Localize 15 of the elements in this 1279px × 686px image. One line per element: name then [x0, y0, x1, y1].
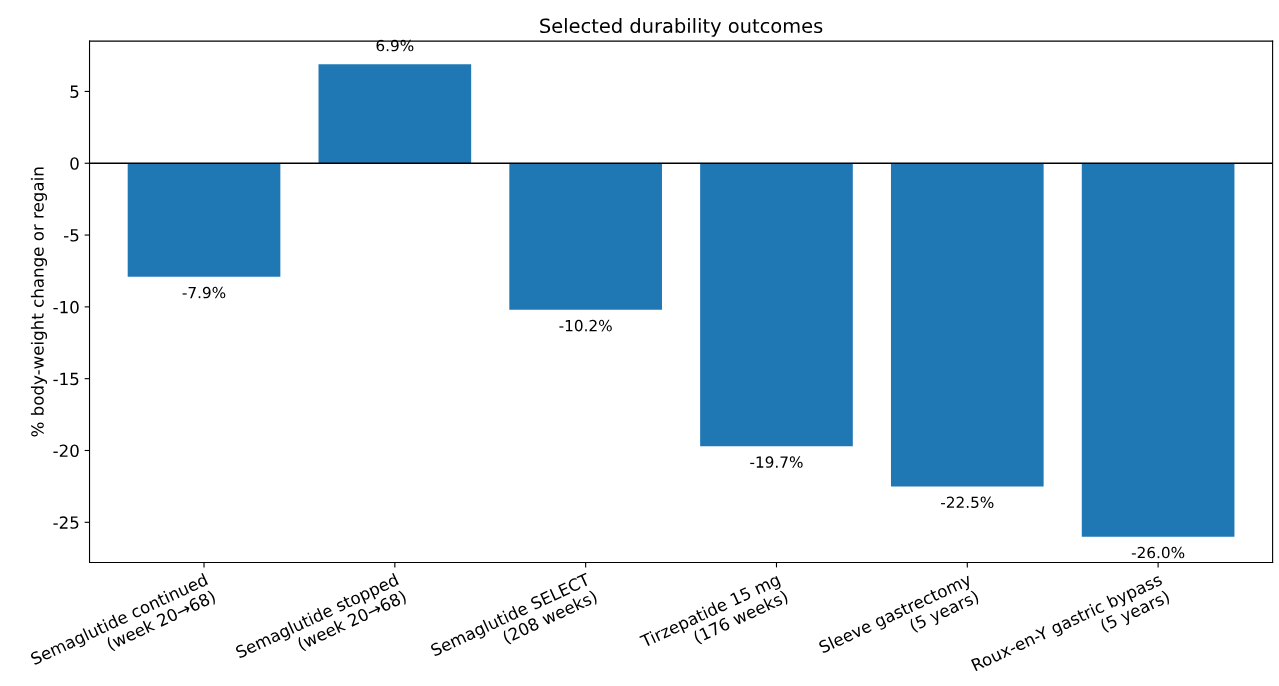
data-label: -10.2% [559, 319, 612, 332]
y-tick-label: -5 [64, 229, 79, 242]
data-label: -26.0% [1131, 546, 1185, 559]
y-tick-label: -25 [53, 516, 79, 529]
y-axis-title: % body-weight change or regain [30, 167, 48, 437]
data-label: -22.5% [941, 496, 994, 509]
y-tick-label: 5 [70, 85, 79, 98]
data-label: 6.9% [376, 39, 414, 52]
y-tick-label: 0 [70, 157, 79, 170]
chart-title: Selected durability outcomes [540, 18, 823, 37]
y-tick-label: -10 [53, 300, 79, 314]
data-label: -7.9% [182, 286, 226, 299]
y-tick-label: -20 [53, 444, 79, 458]
y-tick-label: -15 [53, 372, 79, 386]
data-label: -19.7% [750, 456, 803, 468]
